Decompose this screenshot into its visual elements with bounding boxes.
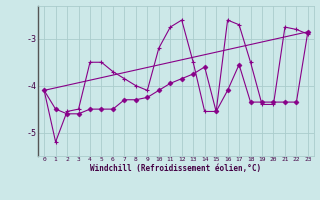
X-axis label: Windchill (Refroidissement éolien,°C): Windchill (Refroidissement éolien,°C) (91, 164, 261, 173)
